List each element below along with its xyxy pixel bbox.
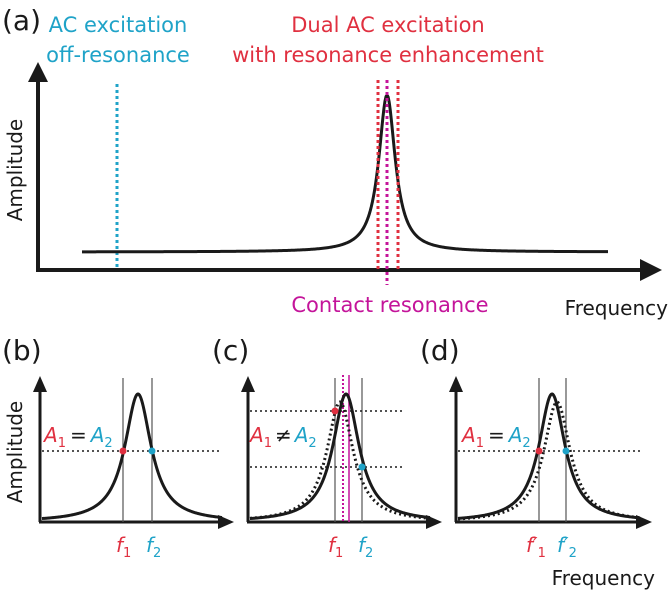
- dual-ac-subtitle: with resonance enhancement: [232, 43, 544, 67]
- panel-a: (a) Amplitude Frequency AC excitation of…: [2, 4, 668, 320]
- panel-a-y-arrow: [28, 62, 48, 82]
- panel-c-x-arrow: [426, 515, 442, 529]
- panel-d-x-arrow: [636, 515, 652, 529]
- panel-a-resonance-curve: [82, 92, 608, 254]
- panel-c-f1-label: f1: [328, 533, 343, 561]
- panel-c-equation: A1 ≠ A2: [248, 423, 317, 451]
- panel-a-ylabel: Amplitude: [3, 119, 27, 222]
- panel-b: (b) Amplitude A1 = A2 f1 f2: [2, 334, 234, 561]
- panel-c: (c) A1 ≠ A2 f1 f2: [212, 334, 442, 561]
- panel-a-label: (a): [2, 4, 41, 37]
- dual-ac-title: Dual AC excitation: [291, 13, 485, 37]
- panel-d-y-arrow: [449, 376, 463, 392]
- panel-c-shifted-curve: [249, 400, 431, 520]
- panel-c-resonance-curve: [249, 392, 431, 521]
- panel-b-f1-label: f1: [116, 533, 131, 561]
- panel-c-f2-point: [358, 463, 366, 471]
- panel-d-f2-point: [562, 447, 570, 455]
- panel-b-equation: A1 = A2: [42, 423, 113, 451]
- panel-a-xlabel: Frequency: [565, 296, 668, 320]
- panel-d-equation: A1 = A2: [460, 423, 531, 451]
- panel-b-label: (b): [2, 334, 42, 367]
- panel-a-x-arrow: [640, 259, 662, 281]
- panel-d-label: (d): [420, 334, 460, 367]
- ac-off-resonance-title: off-resonance: [46, 43, 190, 67]
- panel-b-f2-label: f2: [146, 533, 161, 561]
- panel-d-f2-label: f′2: [557, 533, 577, 561]
- panel-b-f2-point: [148, 447, 156, 455]
- panel-b-f1-point: [119, 447, 127, 455]
- panel-c-label: (c): [212, 334, 249, 367]
- panel-d-f1-label: f′1: [526, 533, 546, 561]
- panel-b-y-arrow: [33, 376, 47, 392]
- panel-b-x-arrow: [218, 515, 234, 529]
- panel-c-f1-point: [331, 407, 339, 415]
- panel-b-resonance-curve: [41, 392, 223, 521]
- panel-c-f2-label: f2: [358, 533, 373, 561]
- contact-resonance-label: Contact resonance: [291, 293, 488, 317]
- panel-d: (d) A1 = A2 f′1 f′2 Frequency: [420, 334, 655, 590]
- panel-d-resonance-curve: [457, 392, 641, 520]
- panel-d-f1-point: [535, 447, 543, 455]
- ac-excitation-title: AC excitation: [49, 13, 188, 37]
- panel-b-ylabel: Amplitude: [3, 401, 27, 504]
- panel-d-xlabel: Frequency: [552, 566, 655, 590]
- panel-c-y-arrow: [241, 376, 255, 392]
- panel-d-original-curve: [457, 400, 641, 521]
